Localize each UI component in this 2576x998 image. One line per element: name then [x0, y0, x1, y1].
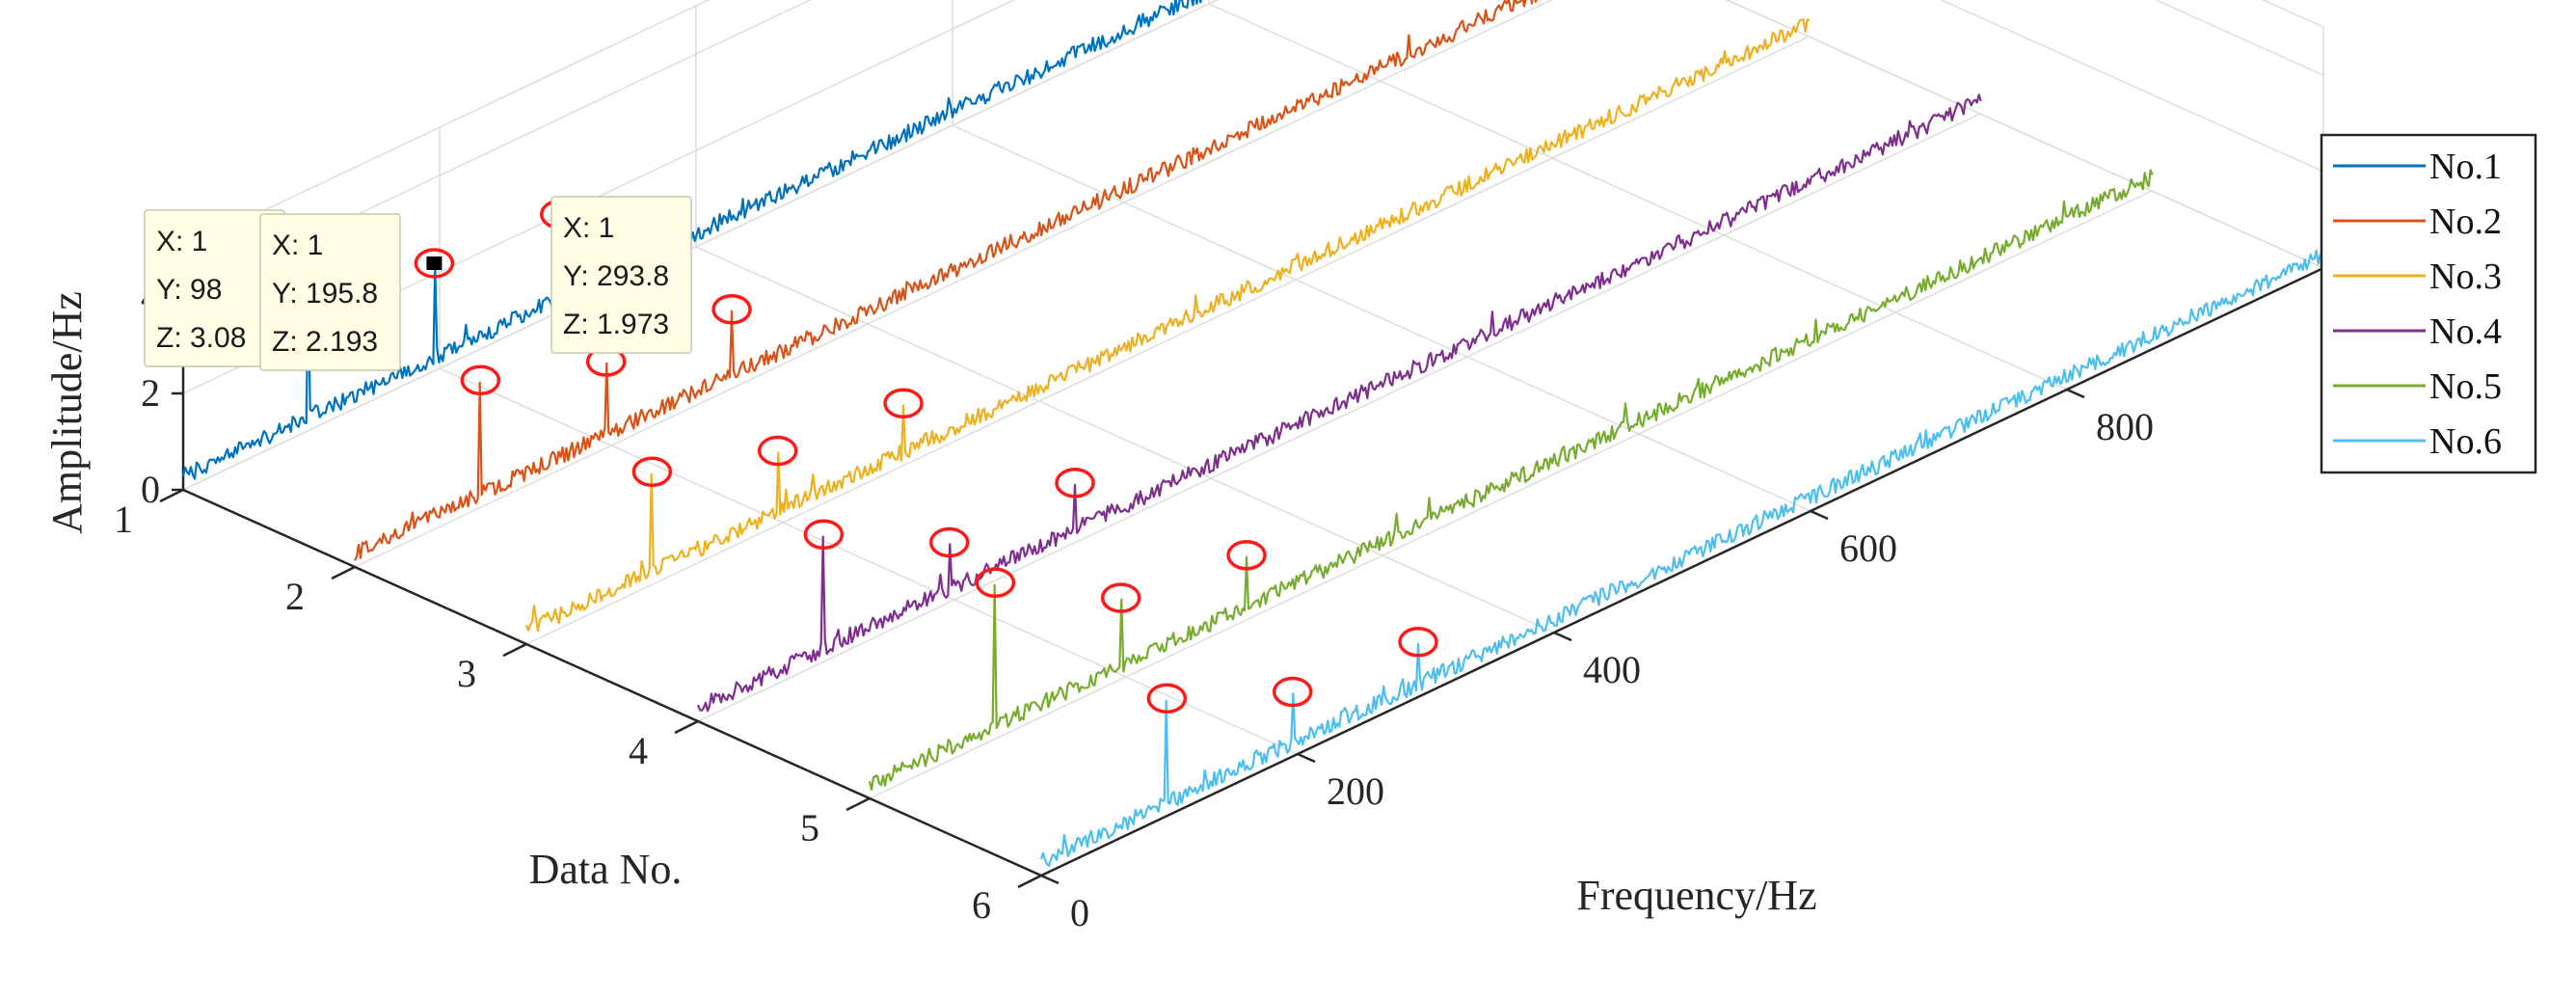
legend-box — [2320, 133, 2537, 474]
grid-line — [1725, 0, 2324, 269]
datatip: X: 1 Y: 293.8 Z: 1.973 — [550, 196, 692, 354]
grid-line — [182, 0, 812, 298]
datatip-y: Y: 195.8 — [272, 278, 378, 310]
series-group — [181, 0, 2325, 868]
peak-circle — [975, 567, 1016, 599]
y-tick — [845, 796, 871, 812]
grid-line — [952, 124, 1811, 512]
legend-label: No.4 — [2429, 311, 2502, 352]
datatip-x: X: 1 — [156, 226, 207, 257]
grid — [182, 0, 2324, 877]
peak-circle — [883, 388, 924, 419]
x-axis — [1040, 266, 2324, 877]
datatip-x: X: 1 — [563, 212, 614, 244]
datatip-z: Z: 3.08 — [156, 322, 246, 354]
series-line-No.5 — [868, 169, 2154, 792]
peak-circle — [757, 435, 798, 467]
y-axis — [182, 488, 1042, 877]
xlabel: Frequency/Hz — [1576, 872, 1816, 919]
peak-circle — [928, 526, 970, 558]
grid-line — [2261, 0, 2324, 28]
x-tick — [1040, 874, 1060, 885]
z-tick-label: 0 — [141, 468, 160, 511]
legend-label: No.5 — [2429, 366, 2502, 407]
legend-label: No.2 — [2429, 202, 2502, 242]
datatip: X: 1 Y: 195.8 Z: 2.193 — [259, 213, 401, 371]
datatip-y: Y: 293.8 — [563, 260, 669, 292]
series-line-No.3 — [524, 18, 1811, 633]
datatip-box — [259, 213, 401, 371]
datatip: X: 1 Y: 98 Z: 3.08 — [144, 209, 285, 367]
series-line-No.4 — [696, 94, 1982, 713]
ylabel: Data No. — [529, 846, 683, 893]
peak-circle — [1100, 582, 1141, 613]
peak-circle — [1055, 468, 1095, 499]
y-tick — [331, 565, 356, 580]
y-tick-label: 2 — [285, 575, 305, 618]
datatip-marker — [426, 256, 443, 270]
peak-circle — [803, 519, 845, 551]
datatip-x: X: 1 — [272, 229, 323, 261]
peak-circle — [1272, 676, 1313, 708]
x-tick-label: 0 — [1070, 891, 1089, 934]
grid-line — [2154, 0, 2324, 76]
grid-line — [869, 190, 2153, 799]
peak-circle — [631, 456, 673, 488]
y-tick-label: 3 — [457, 652, 476, 695]
grid-line — [1940, 0, 2324, 173]
series-line-No.2 — [354, 0, 1538, 561]
zlabel: Amplitude/Hz — [43, 291, 91, 534]
x-tick-label: 400 — [1583, 648, 1641, 691]
y-tick-label: 5 — [800, 806, 819, 850]
peak-circle — [711, 294, 752, 325]
legend-label: No.3 — [2429, 256, 2502, 297]
axis-labels: Frequency/Hz Data No. Amplitude/Hz — [43, 291, 1817, 919]
peak-circle — [1398, 627, 1438, 658]
peak-circle — [414, 248, 455, 279]
y-tick-label: 6 — [972, 883, 991, 927]
x-tick — [1297, 752, 1316, 764]
grid-line — [695, 246, 1555, 634]
x-tick-label: 600 — [1839, 526, 1897, 570]
y-tick — [674, 719, 699, 735]
x-tick-label: 800 — [2096, 405, 2154, 448]
legend-label: No.1 — [2429, 147, 2502, 187]
y-tick — [502, 642, 527, 658]
datatip-z: Z: 2.193 — [272, 326, 378, 358]
datatip-z: Z: 1.973 — [563, 309, 669, 340]
grid-line — [1725, 0, 2324, 269]
peak-circle — [460, 364, 501, 396]
peak-circle — [1226, 540, 1267, 571]
datatip-y: Y: 98 — [156, 274, 222, 306]
z-tick-label: 2 — [141, 371, 160, 415]
y-tick — [1017, 874, 1042, 889]
grid-line — [697, 113, 1981, 722]
grid-line — [182, 0, 1220, 491]
grid-line — [354, 0, 1554, 568]
series-line-No.6 — [1039, 249, 2325, 868]
y-tick — [159, 488, 184, 503]
datatip-box — [550, 196, 692, 354]
legend: No.1 No.2 No.3 No.4 No.5 No.6 — [2320, 133, 2537, 474]
series-line-No.1 — [181, 0, 1202, 480]
grid-line — [525, 36, 1810, 645]
x-tick — [1810, 509, 1829, 521]
x-tick — [1553, 631, 1572, 642]
x-tick — [2066, 388, 2085, 399]
peak-circle — [1146, 683, 1188, 715]
grid-line — [1208, 3, 2068, 391]
y-tick-label: 4 — [629, 729, 648, 772]
y-tick-label: 1 — [114, 498, 133, 541]
grid-line — [182, 0, 711, 250]
x-tick-label: 200 — [1327, 769, 1384, 813]
legend-label: No.6 — [2429, 421, 2502, 462]
grid-line — [439, 367, 1299, 755]
